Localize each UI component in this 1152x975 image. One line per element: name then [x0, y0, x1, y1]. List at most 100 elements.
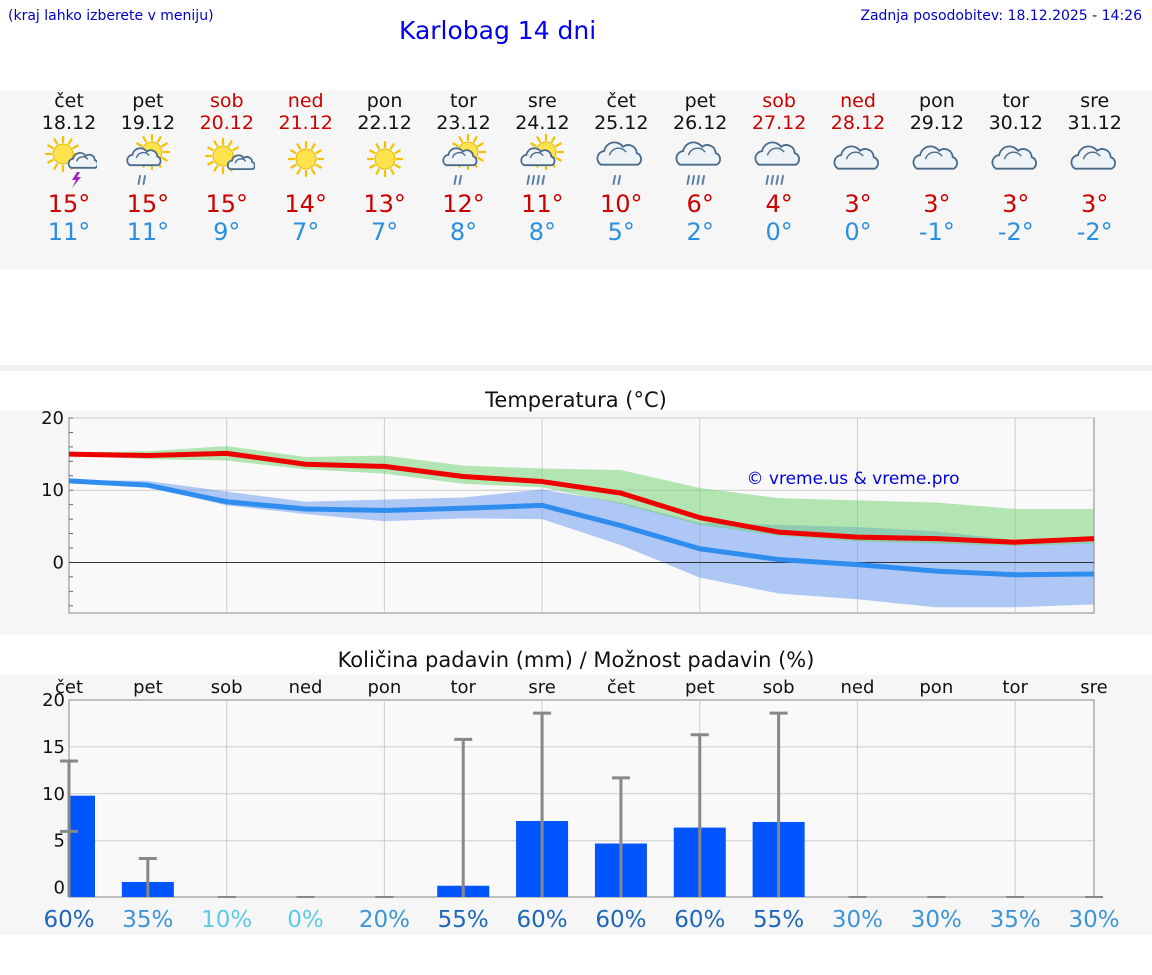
min-temp: 8° — [528, 218, 557, 246]
precip-plot-area — [68, 699, 1095, 898]
x-category-label: pon — [919, 677, 953, 698]
x-category-label: sob — [763, 677, 795, 698]
max-temp: 6° — [686, 190, 714, 218]
min-temp: 9° — [213, 218, 241, 246]
precip-bar — [69, 795, 95, 897]
day-column: sob 27.12 4° 0° — [744, 90, 814, 246]
cloud-icon — [991, 145, 1037, 170]
y-tick-label: 10 — [42, 784, 65, 805]
y-tick-label: 0 — [53, 552, 64, 573]
day-date: 30.12 — [988, 112, 1043, 134]
watermark: © vreme.us & vreme.pro — [746, 469, 959, 489]
precip-probability: 30% — [1068, 907, 1119, 933]
sun-cloud-rain-icon — [441, 134, 486, 185]
day-name: sre — [1080, 90, 1110, 112]
x-category-label: čet — [607, 677, 635, 698]
x-category-label: ned — [841, 677, 875, 698]
day-date: 29.12 — [909, 112, 965, 134]
cloud-icon — [1070, 145, 1116, 170]
day-date: 18.12 — [41, 112, 97, 134]
precip-probability: 35% — [122, 907, 173, 933]
sun-icon — [287, 140, 324, 178]
menu-hint: (kraj lahko izberete v meniju) — [8, 8, 214, 24]
day-date: 26.12 — [672, 112, 728, 134]
precip-probability: 10% — [201, 907, 252, 933]
sun-icon — [366, 140, 403, 178]
max-temp: 4° — [765, 190, 793, 218]
max-temp: 15° — [126, 190, 170, 218]
day-column: čet 18.12 15° 11° — [34, 90, 104, 246]
day-date: 27.12 — [751, 112, 807, 134]
min-temp: 0° — [765, 218, 793, 246]
day-date: 20.12 — [199, 112, 254, 134]
day-name: pet — [684, 90, 716, 112]
precip-probability: 0% — [287, 907, 324, 933]
max-temp: 11° — [521, 190, 564, 218]
precip-probability: 60% — [43, 907, 94, 933]
day-column: sre 31.12 3° -2° — [1060, 90, 1130, 246]
x-category-label: sre — [528, 677, 555, 698]
precip-probability: 55% — [753, 907, 804, 933]
day-name: pet — [132, 90, 164, 112]
page-title: Karlobag 14 dni — [399, 16, 597, 45]
sun-cloud-rain-icon — [126, 134, 170, 185]
cloud-heavy-rain-icon — [754, 141, 801, 185]
day-date: 21.12 — [278, 112, 333, 134]
cloud-icon — [833, 145, 879, 170]
day-column: pon 22.12 13° 7° — [350, 90, 420, 246]
min-temp: 11° — [126, 218, 170, 246]
cloud-icon — [912, 145, 958, 170]
x-category-label: tor — [1002, 677, 1028, 698]
min-temp: -2° — [997, 218, 1034, 246]
x-category-label: pon — [367, 677, 401, 698]
forecast-band — [0, 90, 1152, 270]
precip-probability: 20% — [359, 907, 410, 933]
max-temp: 15° — [47, 190, 91, 218]
max-range-band — [69, 446, 1094, 546]
max-temp: 3° — [923, 190, 951, 218]
day-name: ned — [287, 90, 324, 112]
x-category-label: ned — [289, 677, 323, 698]
day-date: 22.12 — [357, 112, 412, 134]
day-column: pet 19.12 15° 11° — [113, 90, 183, 246]
day-column: ned 28.12 3° 0° — [823, 90, 893, 246]
y-tick-label: 20 — [42, 690, 65, 711]
last-update: Zadnja posodobitev: 18.12.2025 - 14:26 — [860, 8, 1142, 24]
min-temp: -2° — [1076, 218, 1113, 246]
min-temp: 11° — [47, 218, 91, 246]
precip-probability: 60% — [674, 907, 725, 933]
precip-probability: 60% — [595, 907, 646, 933]
max-temp: 3° — [844, 190, 872, 218]
day-column: čet 25.12 10° 5° — [586, 90, 656, 246]
max-temp: 3° — [1002, 190, 1030, 218]
day-name: pon — [366, 90, 403, 112]
x-category-label: sre — [1080, 677, 1107, 698]
max-temp-line — [68, 450, 1095, 545]
day-column: sre 24.12 11° 8° — [507, 90, 577, 246]
temperature-chart: 0 10 20 © vreme.us & vreme.pro — [41, 410, 1095, 614]
y-tick-label: 0 — [54, 878, 65, 899]
sun-small-cloud-icon — [204, 137, 255, 175]
sun-cloud-thunder-icon — [44, 135, 97, 188]
y-tick-label: 15 — [42, 737, 65, 758]
min-temp: 2° — [686, 218, 714, 246]
day-name: pon — [919, 90, 955, 112]
precip-probability: 55% — [438, 907, 489, 933]
min-temp: 7° — [370, 218, 399, 246]
temperature-title: Temperatura (°C) — [485, 388, 667, 412]
min-temp: 8° — [449, 218, 478, 246]
precip-probability: 60% — [517, 907, 568, 933]
precip-probability: 30% — [911, 907, 962, 933]
day-column: sob 20.12 15° 9° — [192, 90, 262, 246]
day-date: 19.12 — [120, 112, 176, 134]
day-name: tor — [1002, 90, 1030, 112]
max-temp: 10° — [600, 190, 643, 218]
day-name: tor — [450, 90, 477, 112]
min-temp: 5° — [607, 218, 635, 246]
cloud-rain-icon — [596, 141, 643, 185]
min-temp: 7° — [292, 218, 320, 246]
x-category-label: tor — [450, 677, 476, 698]
precipitation-title: Količina padavin (mm) / Možnost padavin … — [337, 648, 815, 672]
day-name: čet — [54, 90, 84, 112]
